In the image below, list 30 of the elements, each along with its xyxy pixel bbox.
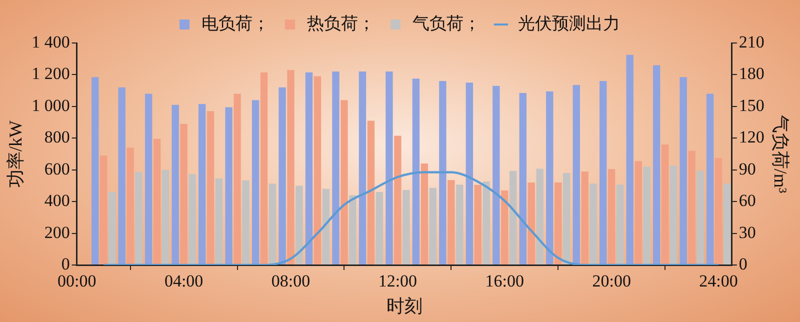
y-tick-label: 1 200	[32, 64, 70, 84]
x-tick-label: 00:00	[57, 272, 96, 291]
y2-tick-label: 180	[738, 64, 764, 84]
y2-axis-title: 气负荷/m³	[770, 114, 790, 194]
y-tick-label: 600	[44, 159, 70, 178]
y2-tick-label: 60	[738, 191, 756, 210]
x-tick-label: 12:00	[378, 272, 418, 291]
y2-tick-label: 0	[738, 254, 748, 274]
y-axis-title: 功率/kW	[6, 120, 26, 188]
x-tick-label: 24:00	[699, 272, 738, 291]
y2-tick-label: 150	[738, 96, 764, 115]
y2-tick-label: 30	[738, 222, 756, 242]
y-tick-label: 0	[61, 254, 70, 274]
x-tick-label: 04:00	[164, 272, 204, 291]
y2-tick-label: 90	[738, 159, 756, 178]
legend-label: 光伏预测出力	[518, 14, 620, 33]
y-tick-label: 200	[44, 222, 70, 242]
y-tick-label: 1 000	[32, 96, 70, 115]
x-tick-label: 08:00	[271, 272, 310, 291]
y-tick-label: 1 400	[32, 32, 70, 52]
legend-label: 电负荷；	[202, 14, 270, 33]
x-axis-title: 时刻	[386, 296, 422, 316]
y2-tick-label: 120	[738, 128, 764, 147]
legend-label: 热负荷；	[307, 14, 375, 33]
legend-label: 气负荷；	[412, 14, 480, 33]
x-tick-label: 20:00	[592, 272, 631, 291]
y2-tick-label: 210	[738, 32, 764, 52]
y-tick-label: 400	[44, 191, 70, 210]
x-tick-label: 16:00	[485, 272, 524, 291]
y-tick-label: 800	[44, 128, 70, 147]
